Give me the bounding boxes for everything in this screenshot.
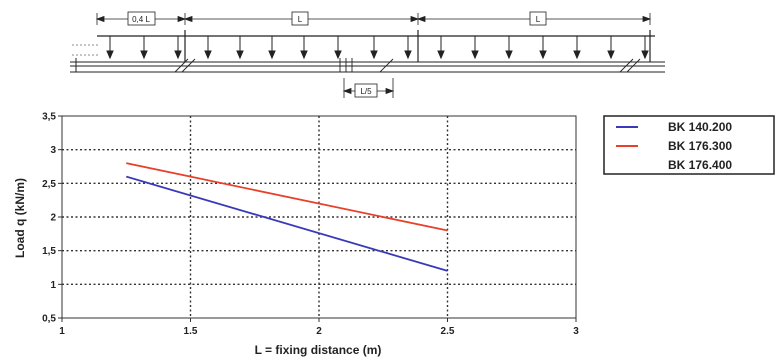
span-label-2: L bbox=[298, 15, 303, 24]
x-tick-label: 2 bbox=[316, 326, 322, 337]
span-label-3: L bbox=[536, 15, 541, 24]
legend: BK 140.200 BK 176.300 BK 176.400 bbox=[603, 115, 775, 175]
y-axis-ticks: 0,5 1 1,5 2 2,5 3 3,5 bbox=[42, 112, 62, 325]
y-tick-label: 1 bbox=[50, 280, 56, 291]
bottom-dimension bbox=[342, 78, 395, 98]
load-chart: 1 1.5 2 2.5 3 0,511,522,533,5 L = fixing dis… bbox=[13, 112, 775, 357]
x-tick-label: 2.5 bbox=[441, 326, 455, 337]
support-diagram: 0,4 L L L bbox=[70, 11, 665, 98]
bottom-dimension-label: L/5 bbox=[360, 87, 372, 96]
x-tick-label: 3 bbox=[573, 326, 579, 337]
y-tick-label: 3,5 bbox=[42, 112, 56, 123]
span-dimension-1 bbox=[95, 11, 187, 26]
y-tick-label: 2,5 bbox=[42, 179, 56, 190]
beam-profile bbox=[70, 58, 665, 73]
y-tick-label: 1,5 bbox=[42, 246, 56, 257]
span-label-1: 0,4 L bbox=[132, 15, 150, 24]
x-tick-label: 1.5 bbox=[184, 326, 198, 337]
load-arrows bbox=[106, 36, 649, 60]
support-posts bbox=[184, 30, 651, 62]
legend-label-2: BK 176.300 bbox=[668, 139, 732, 153]
beam-joints bbox=[174, 58, 641, 73]
beam-dashed bbox=[72, 44, 100, 56]
x-tick-label: 1 bbox=[59, 326, 65, 337]
span-dimension-3 bbox=[416, 11, 652, 26]
y-tick-label: 0,5 bbox=[42, 314, 56, 325]
span-dimension-2 bbox=[183, 11, 420, 26]
legend-label-1: BK 140.200 bbox=[668, 120, 732, 134]
y-axis-title: Load q (kN/m) bbox=[13, 178, 27, 258]
series-line-1 bbox=[125, 175, 448, 272]
legend-label-3: BK 176.400 bbox=[668, 158, 732, 172]
y-tick-label: 2 bbox=[50, 213, 56, 224]
series-line-2 bbox=[126, 162, 448, 232]
series-lines bbox=[125, 162, 448, 272]
x-axis-ticks: 1 1.5 2 2.5 3 bbox=[59, 318, 579, 337]
x-axis-title: L = fixing distance (m) bbox=[255, 343, 382, 357]
y-tick-label: 3 bbox=[50, 145, 56, 156]
